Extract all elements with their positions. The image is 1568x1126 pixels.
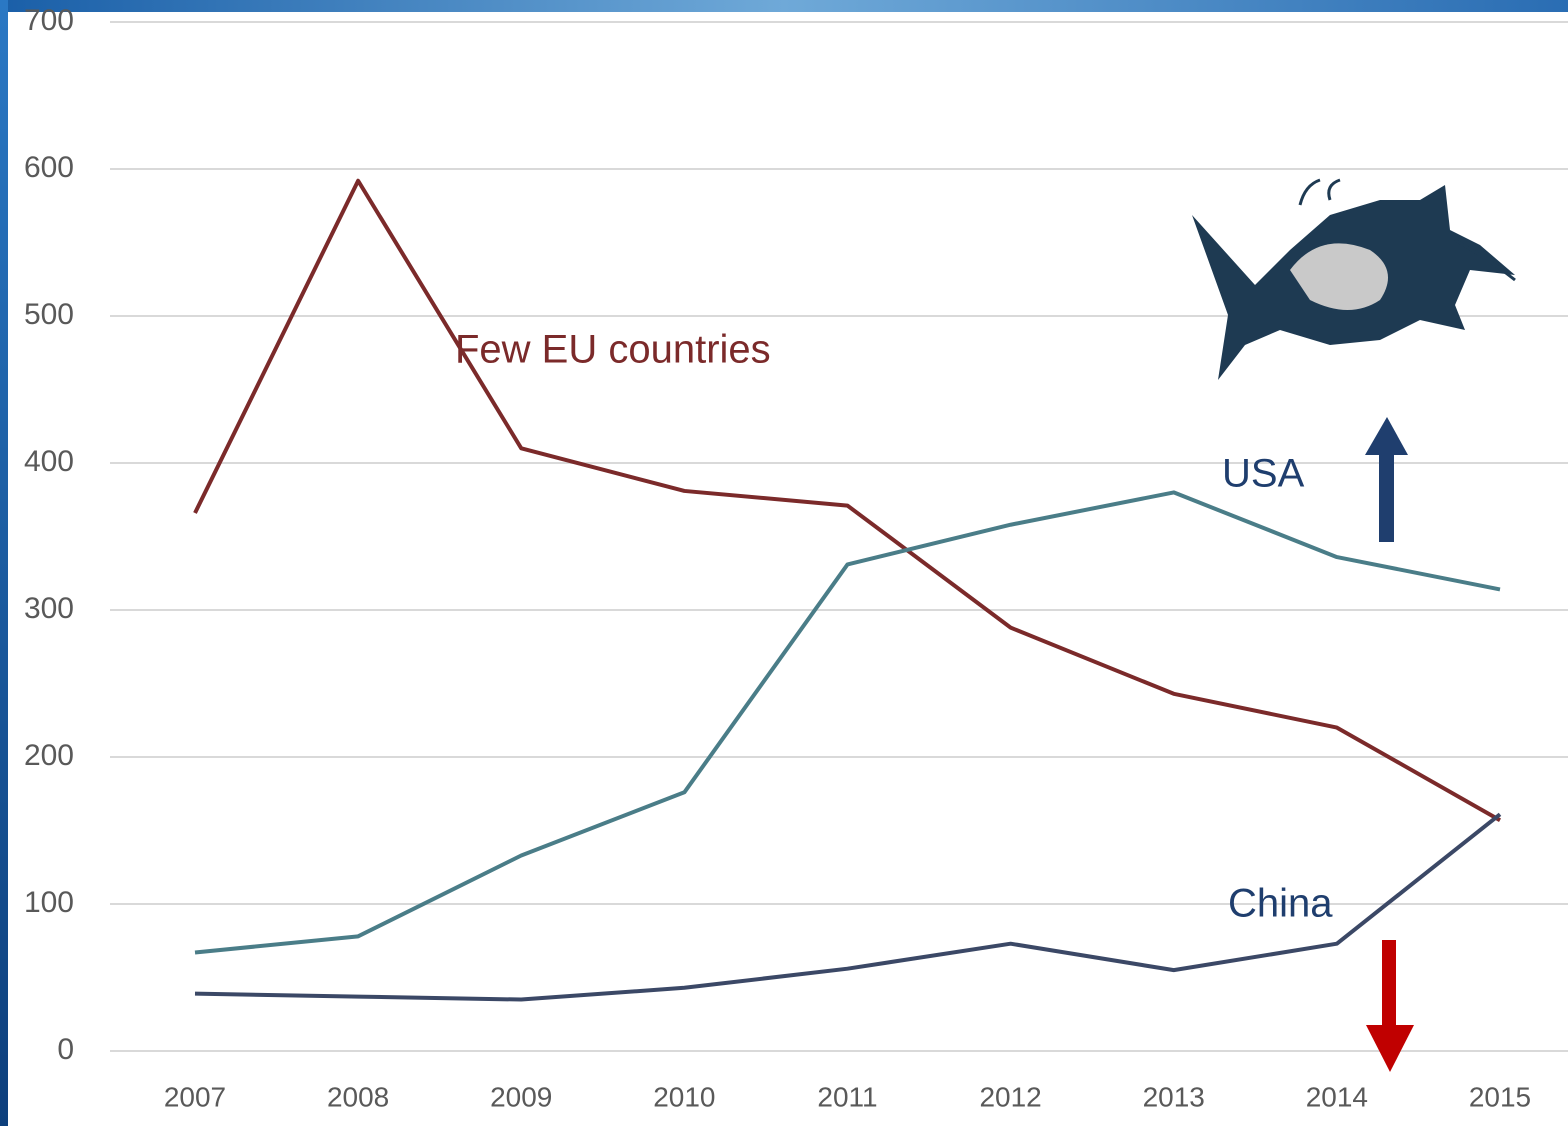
series-label: Few EU countries — [455, 328, 771, 372]
y-tick-label: 0 — [57, 1033, 74, 1066]
grid — [110, 21, 1568, 1052]
y-tick-label: 700 — [24, 4, 74, 37]
china-arrow — [1366, 940, 1414, 1072]
labels: 0 100 200 300 400 500 600 700 2007 2008 2009 2010 20… — [24, 4, 1531, 1112]
x-tick-label: 2014 — [1306, 1081, 1368, 1112]
series-line — [193, 178, 1501, 822]
series-line — [194, 812, 1502, 1002]
series-label: USA — [1222, 452, 1305, 496]
usa-arrow — [1365, 417, 1408, 542]
x-tick-label: 2010 — [653, 1081, 715, 1112]
y-tick-label: 100 — [24, 886, 74, 919]
left-border — [0, 0, 8, 1126]
catfish-illustration — [1192, 178, 1516, 380]
x-tick-label: 2013 — [1143, 1081, 1205, 1112]
x-tick-label: 2015 — [1469, 1081, 1531, 1112]
x-tick-label: 2008 — [327, 1081, 389, 1112]
y-tick-label: 400 — [24, 445, 74, 478]
x-tick-label: 2007 — [164, 1081, 226, 1112]
x-tick-label: 2009 — [490, 1081, 552, 1112]
y-tick-label: 300 — [24, 592, 74, 625]
x-tick-label: 2011 — [817, 1081, 877, 1112]
series-label: China — [1228, 882, 1333, 926]
y-tick-label: 600 — [24, 151, 74, 184]
series-line — [194, 490, 1501, 955]
x-tick-label: 2012 — [979, 1081, 1041, 1112]
lines — [193, 178, 1502, 1002]
y-tick-label: 500 — [24, 298, 74, 331]
y-tick-label: 200 — [24, 739, 74, 772]
top-border — [0, 0, 1568, 12]
